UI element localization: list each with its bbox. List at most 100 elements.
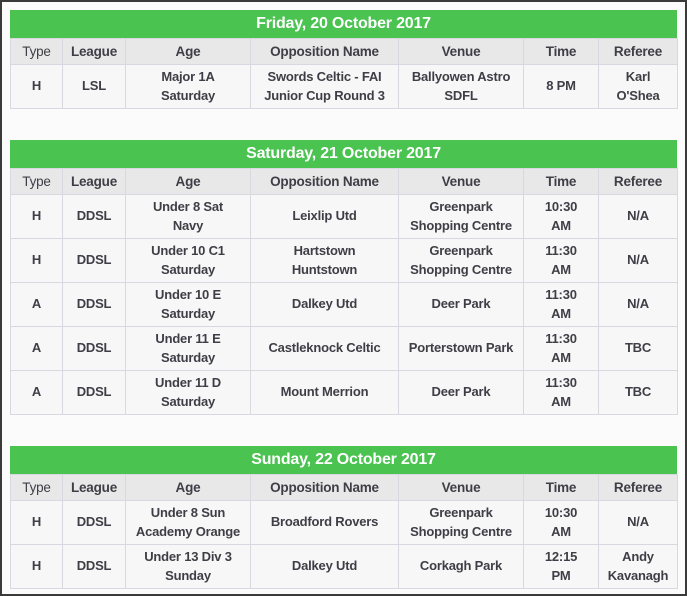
column-header-venue: Venue [398,38,524,65]
day-header: Friday, 20 October 2017 [10,10,677,38]
fixture-row: H DDSL Under 13 Div 3 Sunday Dalkey Utd Cork… [10,544,678,589]
cell-text: Hartstown Huntstown [291,243,358,277]
cell-text: Corkagh Park [419,558,503,574]
cell-text: DDSL [76,340,112,356]
cell-type: H [10,238,63,283]
column-header-row: Type League Age Opposition Name Venue Time Ref… [10,168,678,195]
fixtures-table: Type League Age Opposition Name Venue Time Ref… [10,38,678,109]
column-header-league: League [62,38,126,65]
column-header-referee: Referee [598,474,678,501]
cell-text: 10:30 AM [544,199,578,233]
cell-referee: Karl O'Shea [598,64,678,109]
cell-opposition-name: Broadford Rovers [250,500,399,545]
column-header-league: League [62,168,126,195]
column-header-time: Time [523,38,599,65]
cell-type: H [10,544,63,589]
cell-text: Deer Park [431,384,491,400]
column-header-type: Type [10,168,63,195]
cell-text: Andy Kavanagh [607,549,669,583]
cell-text: Broadford Rovers [270,514,379,530]
cell-league: DDSL [62,500,126,545]
cell-age: Under 11 D Saturday [125,370,251,415]
cell-text: N/A [627,514,649,530]
column-header-time: Time [523,474,599,501]
fixture-row: A DDSL Under 10 E Saturday Dalkey Utd Deer P… [10,282,678,327]
cell-text: 11:30 AM [545,331,577,365]
cell-time: 11:30 AM [523,326,599,371]
cell-text: Dalkey Utd [291,558,358,574]
cell-opposition-name: Mount Merrion [250,370,399,415]
column-header-opposition-name: Opposition Name [250,474,399,501]
cell-opposition-name: Hartstown Huntstown [250,238,399,283]
fixture-day-section: Friday, 20 October 2017 Type League Age Oppo… [10,10,678,109]
cell-text: DDSL [76,558,112,574]
cell-text: DDSL [76,296,112,312]
cell-referee: N/A [598,282,678,327]
cell-type: H [10,500,63,545]
column-header-type: Type [10,38,63,65]
cell-text: Under 10 C1 Saturday [151,243,225,277]
cell-time: 11:30 AM [523,238,599,283]
cell-text: A [31,384,42,400]
cell-text: LSL [82,78,106,94]
column-header-venue: Venue [398,168,524,195]
column-header-opposition-name: Opposition Name [250,168,399,195]
cell-league: DDSL [62,238,126,283]
cell-time: 10:30 AM [523,194,599,239]
cell-text: Under 10 E Saturday [155,287,221,321]
cell-text: Swords Celtic - FAI Junior Cup Round 3 [264,69,385,103]
cell-text: Greenpark Shopping Centre [410,243,512,277]
column-header-age: Age [125,474,251,501]
cell-referee: N/A [598,500,678,545]
cell-venue: Greenpark Shopping Centre [398,500,524,545]
column-header-venue: Venue [398,474,524,501]
cell-text: DDSL [76,514,112,530]
cell-text: 12:15 PM [544,549,578,583]
day-header: Sunday, 22 October 2017 [10,446,677,474]
cell-referee: TBC [598,370,678,415]
cell-opposition-name: Dalkey Utd [250,282,399,327]
cell-text: 11:30 AM [545,375,577,409]
cell-text: TBC [624,384,652,400]
cell-text: N/A [627,208,649,224]
cell-text: Castleknock Celtic [268,340,381,356]
cell-text: Karl O'Shea [616,69,660,103]
cell-league: DDSL [62,282,126,327]
cell-text: DDSL [76,384,112,400]
cell-venue: Porterstown Park [398,326,524,371]
fixture-day-section: Saturday, 21 October 2017 Type League Age Op… [10,140,678,415]
cell-venue: Deer Park [398,370,524,415]
cell-type: A [10,282,63,327]
cell-text: Mount Merrion [280,384,369,400]
cell-league: DDSL [62,370,126,415]
cell-venue: Corkagh Park [398,544,524,589]
cell-text: Under 13 Div 3 Sunday [144,549,232,583]
cell-age: Major 1A Saturday [125,64,251,109]
cell-league: DDSL [62,194,126,239]
cell-text: Major 1A Saturday [160,69,216,103]
cell-text: DDSL [76,252,112,268]
column-header-referee: Referee [598,168,678,195]
cell-text: Greenpark Shopping Centre [410,199,512,233]
cell-text: A [31,296,42,312]
cell-age: Under 11 E Saturday [125,326,251,371]
cell-type: H [10,64,63,109]
cell-opposition-name: Castleknock Celtic [250,326,399,371]
column-header-type: Type [10,474,63,501]
cell-text: 11:30 AM [545,243,577,277]
cell-text: Porterstown Park [408,340,514,356]
cell-text: Leixlip Utd [292,208,357,224]
cell-text: H [31,78,42,94]
fixture-day-section: Sunday, 22 October 2017 Type League Age Oppo… [10,446,678,589]
cell-time: 11:30 AM [523,370,599,415]
column-header-referee: Referee [598,38,678,65]
column-header-age: Age [125,38,251,65]
column-header-opposition-name: Opposition Name [250,38,399,65]
cell-age: Under 10 C1 Saturday [125,238,251,283]
cell-text: Ballyowen Astro SDFL [411,69,511,103]
cell-referee: N/A [598,194,678,239]
cell-referee: N/A [598,238,678,283]
cell-type: A [10,370,63,415]
cell-referee: TBC [598,326,678,371]
